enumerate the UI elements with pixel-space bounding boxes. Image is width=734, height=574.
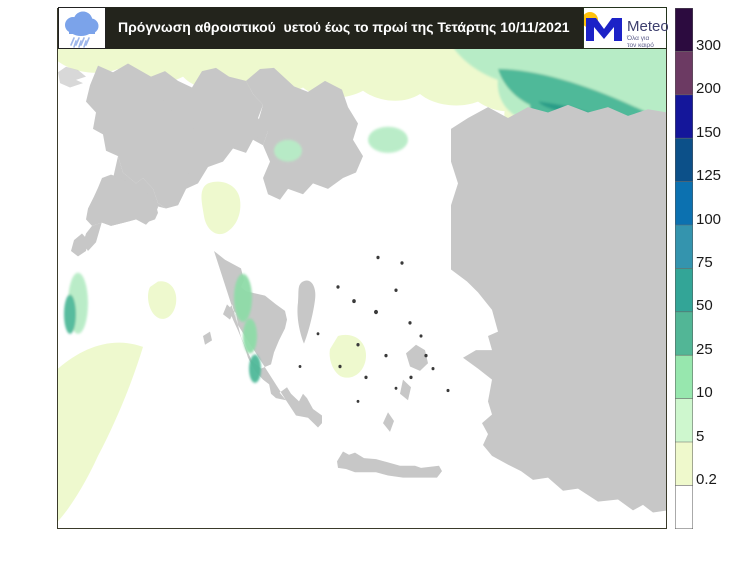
svg-text:Meteo: Meteo (627, 18, 668, 35)
svg-text:Όλα για: Όλα για (626, 35, 649, 42)
svg-text:τον καιρό: τον καιρό (627, 41, 654, 49)
